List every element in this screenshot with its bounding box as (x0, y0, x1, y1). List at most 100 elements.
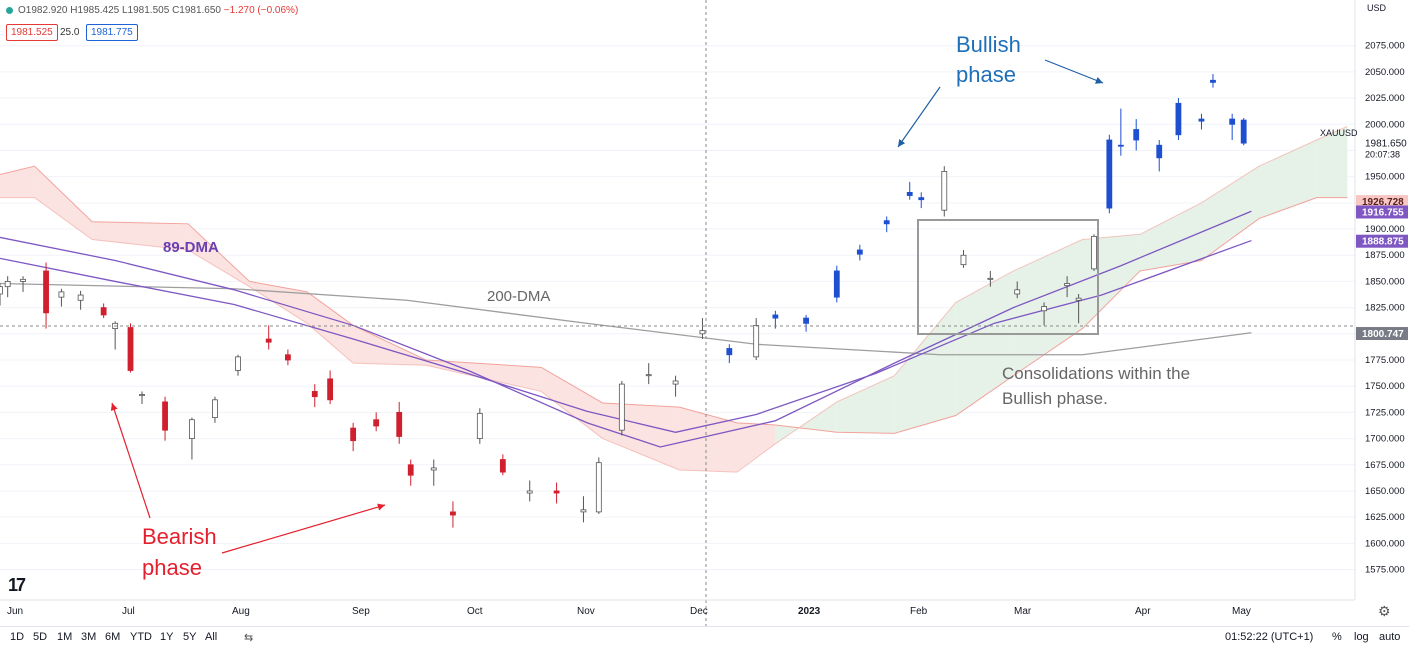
price-tick-label: 1950.000 (1365, 172, 1405, 183)
price-chart[interactable]: USD 2075.000 2050.000 2025.000 2000.000 1950.… (0, 0, 1409, 626)
price-badge (1356, 205, 1408, 219)
sell-button[interactable]: 1981.525 (6, 24, 58, 41)
cloud-segment (894, 302, 956, 434)
last-price-label: 1981.650 (1365, 139, 1407, 150)
candle-body (595, 462, 602, 513)
cloud-segment (188, 223, 250, 287)
clock[interactable]: 01:52:22 (UTC+1) (1225, 631, 1314, 643)
range-all[interactable]: All (205, 631, 218, 643)
candle-body (726, 348, 733, 356)
price-axis: USD 2075.000 2050.000 2025.000 2000.000 1950.… (1320, 0, 1408, 600)
high-value: H1985.425 (70, 5, 120, 16)
consolidation-box (917, 219, 1099, 335)
candle-body (1064, 283, 1071, 287)
candle-body (856, 249, 863, 255)
cloud-segment (34, 166, 93, 240)
date-range-icon[interactable]: ⇆ (244, 632, 254, 644)
dma-fast-line (0, 210, 1252, 448)
bar-countdown: 20:07:38 (1365, 150, 1400, 160)
candle-body (833, 270, 840, 298)
auto-toggle[interactable]: auto (1379, 631, 1401, 643)
month-label: Dec (690, 606, 708, 617)
percent-toggle[interactable]: % (1332, 631, 1342, 643)
cloud-segment (353, 325, 427, 366)
candle-body (1041, 306, 1047, 312)
price-tick-label: 1725.000 (1365, 407, 1405, 418)
cloud-segment (1316, 126, 1348, 198)
candle-body (772, 314, 779, 319)
range-3m[interactable]: 3M (81, 631, 97, 643)
candle-body (350, 427, 357, 442)
cloud-segment (1140, 202, 1202, 271)
month-label: Jun (7, 606, 23, 617)
log-toggle[interactable]: log (1354, 631, 1369, 643)
settings-gear-icon[interactable]: ⚙ (1378, 603, 1391, 619)
candle-body (284, 354, 291, 361)
candle-body (1014, 289, 1021, 295)
candle-body (1075, 297, 1082, 301)
candle-body (327, 378, 334, 401)
cloud-segment (426, 360, 542, 392)
price-tick-label: 1825.000 (1365, 303, 1405, 314)
candle-body (58, 291, 65, 298)
candle-body (1210, 79, 1216, 83)
candle-body (77, 294, 84, 301)
candle-body (1240, 119, 1247, 144)
dma200-label: 200-DMA (487, 288, 550, 305)
candle-body (100, 307, 107, 316)
candle-body (162, 401, 168, 431)
candle-body (43, 270, 49, 314)
bullish-label-line1: Bullish (956, 32, 1021, 57)
month-label: Mar (1014, 606, 1032, 617)
month-label: Feb (910, 606, 928, 617)
candle-body (918, 197, 925, 201)
candle-body (476, 413, 483, 439)
bullish-label-line2: phase (956, 62, 1016, 87)
price-tick-label: 1675.000 (1365, 460, 1405, 471)
price-badge-label: 1888.875 (1362, 237, 1404, 248)
month-label: Oct (467, 606, 483, 617)
tradingview-logo-icon[interactable]: 17 (8, 575, 26, 595)
buy-button[interactable]: 1981.775 (86, 24, 138, 41)
candle-body (753, 325, 760, 358)
price-badge-label: 1926.728 (1362, 197, 1404, 208)
price-tick-label: 1625.000 (1365, 512, 1405, 523)
range-5d[interactable]: 5D (33, 631, 48, 643)
candle-body (396, 411, 403, 437)
range-5y[interactable]: 5Y (183, 631, 197, 643)
cloud-segment (541, 367, 603, 439)
cloud-segment (1259, 140, 1317, 219)
candle-body (1117, 144, 1124, 147)
range-1m[interactable]: 1M (57, 631, 73, 643)
cloud-segment (602, 402, 680, 470)
bullish-arrow-right (1044, 59, 1104, 84)
open-value: O1982.920 (18, 5, 68, 16)
candle-body (0, 286, 3, 295)
dma89-label: 89-DMA (163, 239, 219, 256)
range-1y[interactable]: 1Y (160, 631, 174, 643)
candle-body (235, 356, 241, 371)
cloud-span-a (0, 165, 1348, 434)
low-value: L1981.505 (122, 5, 170, 16)
candle-body (1156, 144, 1163, 159)
price-badge (1356, 327, 1408, 341)
price-tick-label: 1575.000 (1365, 565, 1405, 576)
bearish-arrow-up (110, 402, 151, 519)
candle-body (430, 467, 437, 471)
candle-body (265, 338, 272, 343)
cloud-segment (0, 166, 35, 198)
range-1d[interactable]: 1D (10, 631, 25, 643)
candle-body (618, 383, 625, 431)
cloud-segment (836, 375, 895, 434)
price-tick-label: 1775.000 (1365, 355, 1405, 366)
grid (0, 45, 1355, 571)
candle-body (450, 511, 456, 516)
month-label: 2023 (798, 606, 821, 617)
range-6m[interactable]: 6M (105, 631, 121, 643)
ohlc-legend: O1982.920 H1985.425 L1981.505 C1981.650 … (6, 5, 298, 16)
price-tick-label: 2075.000 (1365, 41, 1405, 52)
candle-body (699, 330, 706, 335)
range-ytd[interactable]: YTD (130, 631, 152, 643)
candle-body (373, 419, 380, 427)
currency-label: USD (1367, 3, 1387, 13)
